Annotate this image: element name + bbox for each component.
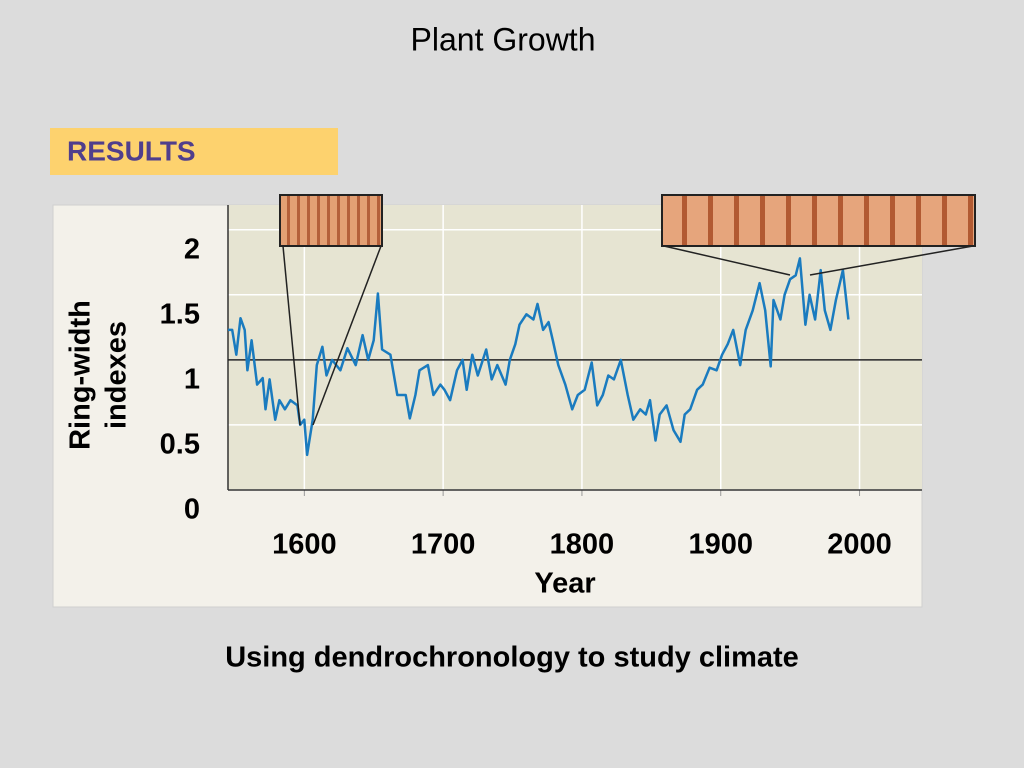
y-tick-label: 1.5 — [160, 298, 200, 330]
data-line — [228, 257, 850, 457]
x-axis-label: Year — [534, 568, 595, 600]
results-label: RESULTS — [67, 135, 196, 166]
x-tick-label: 2000 — [827, 529, 892, 561]
y-tick-label: 1 — [184, 364, 200, 396]
tree-ring-wide — [661, 194, 976, 247]
slide-title: Plant Growth — [411, 21, 596, 57]
x-tick-label: 1600 — [272, 529, 337, 561]
y-tick-label: 2 — [184, 233, 200, 265]
caption: Using dendrochronology to study climate — [225, 642, 799, 674]
y-axis-label: indexes — [101, 321, 133, 429]
tree-ring-narrow — [279, 194, 383, 247]
plot-area: 0 0.5 1 1.5 2 1600 1700 1800 1900 2000 — [160, 205, 922, 561]
y-tick-label: 0.5 — [160, 429, 200, 461]
zoom-line — [663, 245, 791, 276]
zoom-line — [312, 245, 382, 426]
y-tick-label: 0 — [184, 494, 200, 526]
results-banner — [50, 128, 338, 175]
plot-background — [228, 205, 922, 490]
x-tick-label: 1700 — [411, 529, 476, 561]
zoom-line — [282, 245, 301, 426]
y-axis-label: Ring-width — [65, 300, 97, 450]
x-tick-label: 1800 — [550, 529, 615, 561]
x-tick-label: 1900 — [688, 529, 753, 561]
zoom-line — [809, 245, 974, 276]
